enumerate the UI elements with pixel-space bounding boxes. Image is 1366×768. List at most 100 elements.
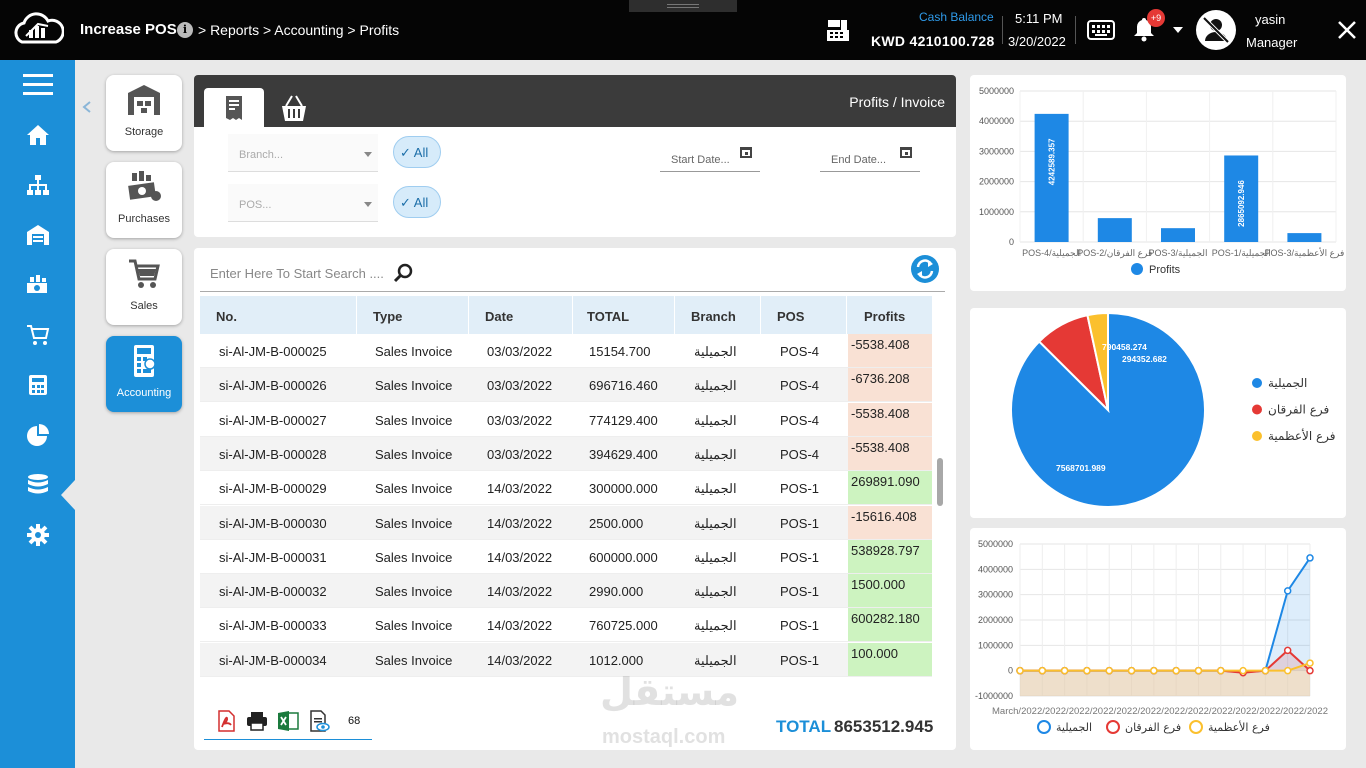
table-header: No. Type Date TOTAL Branch POS Profits bbox=[200, 296, 932, 334]
table-row[interactable]: si-Al-JM-B-000030 Sales Invoice 14/03/2022… bbox=[200, 505, 932, 540]
legend-label[interactable]: فرع الفرقان bbox=[1268, 403, 1329, 418]
drag-handle[interactable] bbox=[629, 0, 737, 12]
data-point[interactable] bbox=[1016, 666, 1024, 675]
data-point[interactable] bbox=[1306, 554, 1314, 562]
legend-label[interactable]: الجميلية bbox=[1056, 721, 1092, 734]
data-point[interactable] bbox=[1150, 666, 1158, 675]
search-icon[interactable] bbox=[393, 263, 413, 283]
panel-header: Profits / Invoice bbox=[194, 75, 956, 127]
bar[interactable] bbox=[1161, 228, 1195, 242]
preview-icon[interactable] bbox=[308, 710, 330, 732]
column-header[interactable]: Branch bbox=[691, 309, 736, 324]
column-header[interactable]: Profits bbox=[864, 309, 906, 324]
bar[interactable] bbox=[1287, 233, 1322, 242]
column-header[interactable]: Date bbox=[485, 309, 514, 324]
cell-date: 14/03/2022 bbox=[487, 618, 553, 634]
table-row[interactable]: si-Al-JM-B-000025 Sales Invoice 03/03/2022… bbox=[200, 334, 932, 368]
module-storage[interactable]: Storage bbox=[106, 75, 182, 151]
column-header[interactable]: Type bbox=[373, 309, 403, 324]
table-row[interactable]: si-Al-JM-B-000032 Sales Invoice 14/03/2022… bbox=[200, 574, 932, 609]
data-point[interactable] bbox=[1239, 666, 1247, 675]
notification-badge[interactable]: +9 bbox=[1147, 9, 1165, 27]
tab-invoice[interactable] bbox=[204, 88, 264, 127]
close-icon[interactable] bbox=[1336, 19, 1358, 41]
breadcrumb[interactable]: > Reports > Accounting > Profits bbox=[198, 22, 400, 38]
data-point[interactable] bbox=[1060, 666, 1069, 675]
calendar-icon[interactable] bbox=[740, 146, 752, 158]
x-tick-label: POS-4/الجميلية bbox=[1022, 248, 1081, 258]
table-row[interactable]: si-Al-JM-B-000034 Sales Invoice 14/03/2022… bbox=[200, 642, 932, 677]
table-row[interactable]: si-Al-JM-B-000033 Sales Invoice 14/03/2022… bbox=[200, 608, 932, 643]
legend-label[interactable]: فرع الفرقان bbox=[1125, 721, 1181, 734]
module-purchases[interactable]: Purchases bbox=[106, 162, 182, 238]
keyboard-icon[interactable] bbox=[1087, 20, 1115, 40]
cell-branch: الجميلية bbox=[694, 515, 737, 531]
module-accounting[interactable]: Accounting bbox=[106, 336, 182, 412]
data-point[interactable] bbox=[1261, 666, 1270, 675]
branch-all-chip[interactable]: ✓ All bbox=[393, 136, 441, 168]
end-date-field[interactable]: End Date... bbox=[820, 144, 920, 172]
pie-slice[interactable] bbox=[1086, 311, 1109, 411]
bar[interactable] bbox=[1097, 218, 1132, 242]
scrollbar[interactable] bbox=[937, 458, 943, 506]
search-input[interactable] bbox=[210, 266, 390, 281]
data-point[interactable] bbox=[1038, 666, 1047, 675]
tab-items[interactable] bbox=[274, 88, 314, 127]
pdf-icon[interactable] bbox=[215, 710, 237, 732]
database-icon[interactable] bbox=[23, 470, 53, 500]
excel-icon[interactable] bbox=[277, 710, 299, 732]
home-icon[interactable] bbox=[23, 120, 53, 150]
cart-icon[interactable] bbox=[23, 320, 53, 350]
print-icon[interactable] bbox=[246, 710, 268, 732]
calculator-icon[interactable] bbox=[23, 370, 53, 400]
data-point[interactable] bbox=[1283, 587, 1292, 595]
data-point[interactable] bbox=[1306, 666, 1314, 675]
data-point[interactable] bbox=[1306, 659, 1314, 667]
legend-label[interactable]: فرع الأعظمية bbox=[1268, 428, 1336, 444]
data-point[interactable] bbox=[1194, 666, 1203, 675]
data-point[interactable] bbox=[1283, 666, 1292, 675]
pie-chart-icon[interactable] bbox=[23, 420, 53, 450]
data-point[interactable] bbox=[1105, 666, 1113, 675]
panel-title: Profits / Invoice bbox=[849, 94, 945, 110]
data-point[interactable] bbox=[1083, 666, 1091, 675]
bar[interactable] bbox=[1224, 155, 1259, 242]
legend-label[interactable]: الجميلية bbox=[1268, 376, 1307, 390]
module-sales[interactable]: Sales bbox=[106, 249, 182, 325]
gear-icon[interactable] bbox=[23, 520, 53, 550]
data-point[interactable] bbox=[1127, 666, 1136, 675]
info-icon[interactable]: i bbox=[177, 22, 193, 38]
chevron-left-icon[interactable] bbox=[81, 100, 93, 114]
refresh-button[interactable] bbox=[911, 255, 939, 283]
legend-label[interactable]: فرع الأعظمية bbox=[1208, 720, 1270, 734]
cash-register-icon[interactable] bbox=[825, 17, 851, 43]
menu-icon[interactable] bbox=[23, 70, 53, 100]
bar-data-label: 294352.682 bbox=[1300, 259, 1309, 291]
start-date-field[interactable]: Start Date... bbox=[660, 144, 760, 172]
table-row[interactable]: si-Al-JM-B-000029 Sales Invoice 14/03/2022… bbox=[200, 471, 932, 506]
column-header[interactable]: POS bbox=[777, 309, 805, 324]
warehouse-icon[interactable] bbox=[23, 220, 53, 250]
column-header[interactable]: No. bbox=[216, 309, 237, 324]
bar[interactable] bbox=[1034, 113, 1069, 242]
pos-select[interactable]: POS... bbox=[228, 184, 378, 222]
table-row[interactable]: si-Al-JM-B-000028 Sales Invoice 03/03/2022… bbox=[200, 436, 932, 471]
cell-type: Sales Invoice bbox=[375, 446, 453, 462]
cell-type: Sales Invoice bbox=[375, 481, 453, 497]
data-point[interactable] bbox=[1283, 646, 1292, 655]
table-row[interactable]: si-Al-JM-B-000026 Sales Invoice 03/03/2022… bbox=[200, 368, 932, 403]
pos-all-chip[interactable]: ✓ All bbox=[393, 186, 441, 218]
branch-select[interactable]: Branch... bbox=[228, 134, 378, 172]
data-point[interactable] bbox=[1172, 666, 1180, 675]
legend-label[interactable]: Profits bbox=[1149, 264, 1181, 276]
cell-type: Sales Invoice bbox=[375, 344, 453, 359]
chevron-down-icon[interactable] bbox=[1173, 27, 1183, 33]
money-icon[interactable] bbox=[23, 270, 53, 300]
hierarchy-icon[interactable] bbox=[23, 170, 53, 200]
data-point[interactable] bbox=[1217, 666, 1225, 675]
column-header[interactable]: TOTAL bbox=[587, 309, 630, 324]
avatar[interactable] bbox=[1196, 10, 1236, 50]
table-row[interactable]: si-Al-JM-B-000027 Sales Invoice 03/03/2022… bbox=[200, 402, 932, 437]
calendar-icon[interactable] bbox=[900, 146, 912, 158]
table-row[interactable]: si-Al-JM-B-000031 Sales Invoice 14/03/2022… bbox=[200, 539, 932, 574]
